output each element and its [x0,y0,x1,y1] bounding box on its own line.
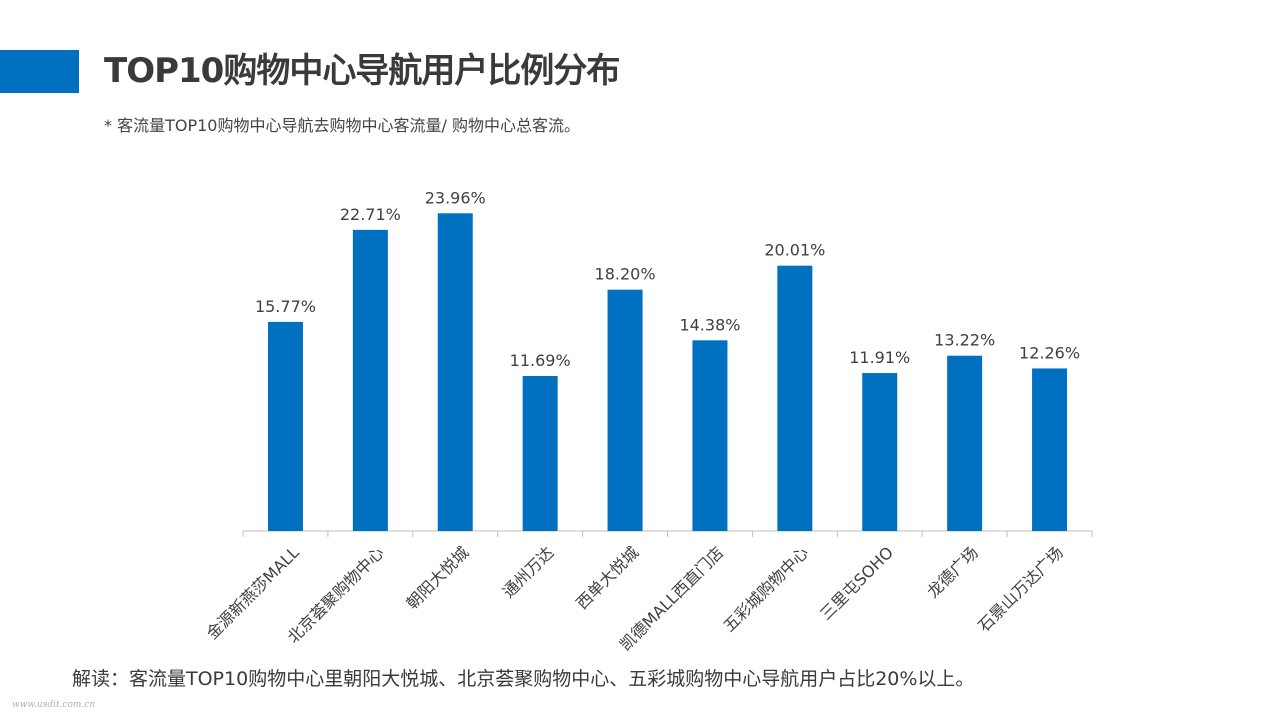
bar-data-label: 12.26% [1019,343,1080,362]
bar [862,373,898,531]
bar [947,355,983,531]
x-tick-label: 朝阳大悦城 [403,543,473,613]
bar-data-label: 22.71% [340,205,401,224]
x-tick-label: 西单大悦城 [572,543,642,613]
chart-subtitle: * 客流量TOP10购物中心导航去购物中心客流量/ 购物中心总客流。 [104,116,580,135]
x-tick-label: 三里屯SOHO [816,543,897,624]
bar [607,289,643,531]
bar-data-label: 13.22% [934,331,995,350]
bar [437,213,473,531]
x-tick-label: 龙德广场 [923,543,982,602]
title-accent-bar [0,50,79,93]
x-tick-label: 石景山万达广场 [974,543,1067,636]
bar [352,229,388,531]
bar-data-label: 11.69% [510,351,571,370]
bar-data-label: 18.20% [595,265,656,284]
bar-data-label: 15.77% [255,297,316,316]
bar [777,265,813,531]
bar-data-label: 20.01% [764,241,825,260]
bar [267,321,303,531]
bar-data-label: 11.91% [849,348,910,367]
bar [692,340,728,531]
page-title: TOP10购物中心导航用户比例分布 [104,51,620,91]
bar [522,375,558,531]
bar [1032,368,1068,531]
watermark: www.usdit.com.cn [12,700,96,710]
x-tick-label: 五彩城购物中心 [720,543,813,636]
bar-data-label: 14.38% [679,315,740,334]
x-tick-label: 通州万达 [499,543,558,602]
bar-data-label: 23.96% [425,188,486,207]
footnote-interpretation: 解读：客流量TOP10购物中心里朝阳大悦城、北京荟聚购物中心、五彩城购物中心导航… [72,668,975,690]
